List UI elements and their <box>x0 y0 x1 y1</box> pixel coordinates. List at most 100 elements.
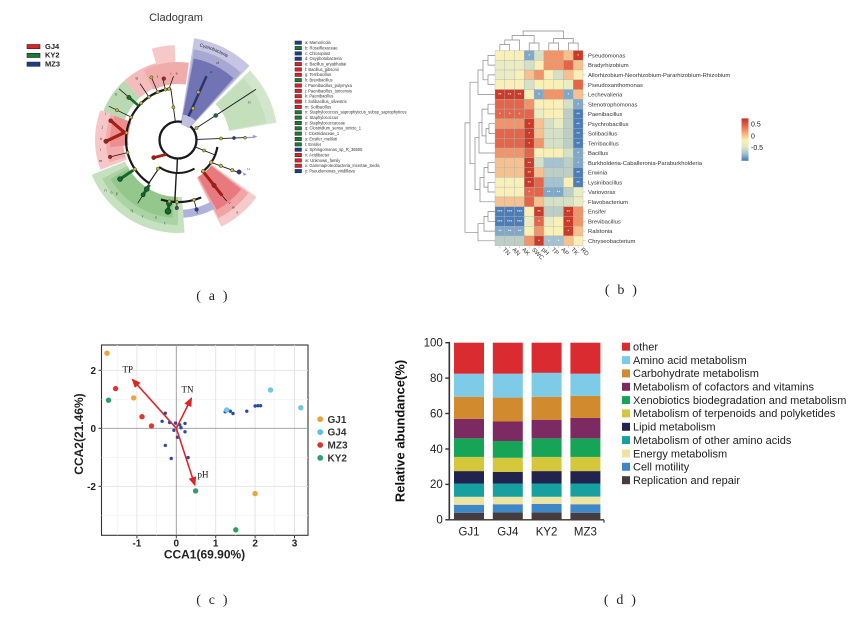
svg-text:***: *** <box>497 219 503 224</box>
svg-text:**: ** <box>508 229 512 234</box>
svg-text:v: v <box>229 200 231 205</box>
svg-text:*: * <box>538 238 540 243</box>
svg-text:0: 0 <box>751 133 755 140</box>
svg-text:Lechevalieria: Lechevalieria <box>588 93 623 99</box>
svg-text:Pseudoxanthomonas: Pseudoxanthomonas <box>588 83 643 89</box>
svg-text:0: 0 <box>174 538 180 549</box>
svg-text:***: *** <box>507 219 513 224</box>
svg-text:m: Solibacillus: m: Solibacillus <box>305 104 331 109</box>
svg-text:h: h <box>115 92 117 97</box>
svg-text:***: *** <box>517 219 523 224</box>
svg-text:0: 0 <box>436 515 442 527</box>
svg-text:**: ** <box>576 170 580 175</box>
svg-text:d: d <box>216 60 218 65</box>
svg-text:*: * <box>577 151 579 156</box>
svg-text:Replication and repair: Replication and repair <box>633 475 740 487</box>
svg-text:q: q <box>130 208 132 213</box>
svg-text:j: Paenibacillus_turicensis: j: Paenibacillus_turicensis <box>304 88 352 93</box>
svg-text:b: b <box>248 100 251 105</box>
svg-text:KY2: KY2 <box>328 454 348 465</box>
svg-text:RD: RD <box>579 246 591 258</box>
svg-text:i: Paenibacillus_polymyxa: i: Paenibacillus_polymyxa <box>305 83 353 88</box>
svg-text:100: 100 <box>424 338 443 350</box>
svg-text:**: ** <box>576 131 580 136</box>
svg-text:2: 2 <box>90 366 96 377</box>
svg-text:Bradyrhizobium: Bradyrhizobium <box>588 63 629 69</box>
svg-text:GJ4: GJ4 <box>45 42 60 51</box>
svg-text:Variovorax: Variovorax <box>588 190 616 196</box>
svg-text:Stenotrophomonas: Stenotrophomonas <box>588 102 637 108</box>
svg-text:*: * <box>528 53 530 58</box>
svg-text:Energy metabolism: Energy metabolism <box>633 448 727 460</box>
svg-text:**: ** <box>508 92 512 97</box>
svg-text:Terribacillus: Terribacillus <box>588 141 619 147</box>
svg-text:Metabolism of terpenoids and p: Metabolism of terpenoids and polyketides <box>633 408 836 420</box>
svg-text:*: * <box>528 121 530 126</box>
svg-text:n: Staphylococcus_saprophyticu: n: Staphylococcus_saprophyticus_subsp_sa… <box>305 110 407 115</box>
svg-text:Xenobiotics biodegradation and: Xenobiotics biodegradation and metabolis… <box>633 395 846 407</box>
svg-text:Lysinibacillus: Lysinibacillus <box>588 180 622 186</box>
svg-text:x: Gammaproteobacteria_Incerta: x: Gammaproteobacteria_Incertae_Sedis <box>305 163 380 168</box>
svg-text:0.5: 0.5 <box>751 122 761 129</box>
svg-text:e: e <box>176 71 179 76</box>
svg-text:**: ** <box>527 170 531 175</box>
svg-text:KY2: KY2 <box>536 527 558 539</box>
svg-text:**: ** <box>498 92 502 97</box>
svg-text:f: Bacillus_gibsonii: f: Bacillus_gibsonii <box>305 67 339 72</box>
svg-text:a: Mamoricola: a: Mamoricola <box>305 40 331 45</box>
svg-text:KY2: KY2 <box>45 51 60 60</box>
svg-text:***: *** <box>507 209 513 214</box>
svg-text:y: y <box>196 209 198 214</box>
svg-text:i: i <box>171 71 172 76</box>
svg-text:Ralstonia: Ralstonia <box>588 229 613 235</box>
svg-text:Carbohydrate metabolism: Carbohydrate metabolism <box>633 368 759 380</box>
svg-text:x: x <box>236 209 238 214</box>
svg-text:( d ): ( d ) <box>604 593 638 608</box>
svg-text:o: Staphylococcus: o: Staphylococcus <box>305 115 338 120</box>
svg-text:Paenibacillus: Paenibacillus <box>588 112 623 118</box>
svg-text:*: * <box>528 131 530 136</box>
svg-text:**: ** <box>567 219 571 224</box>
svg-text:p: Staphylococcaceae: p: Staphylococcaceae <box>305 120 346 125</box>
svg-text:Burkholderia-Caballeronia-Para: Burkholderia-Caballeronia-Paraburkholder… <box>588 161 703 167</box>
svg-text:k: Paenibacillus: k: Paenibacillus <box>305 94 333 99</box>
svg-text:Psychrobacillus: Psychrobacillus <box>588 122 629 128</box>
svg-text:AN: AN <box>510 246 521 257</box>
svg-text:l: Solibacillus_silvestris: l: Solibacillus_silvestris <box>305 99 347 104</box>
svg-text:Pseudomonas: Pseudomonas <box>588 53 625 59</box>
svg-text:GJ1: GJ1 <box>328 415 347 426</box>
svg-text:3: 3 <box>292 538 298 549</box>
svg-text:Bacillus: Bacillus <box>588 151 608 157</box>
svg-text:TP: TP <box>550 246 560 256</box>
svg-text:v: Acidibacter: v: Acidibacter <box>305 152 330 157</box>
svg-text:Relative abundance(%): Relative abundance(%) <box>393 360 408 502</box>
svg-text:w: Unknown_family: w: Unknown_family <box>305 158 341 163</box>
svg-text:c: c <box>210 69 212 74</box>
svg-text:*: * <box>509 112 511 117</box>
svg-text:g: Terribacillus: g: Terribacillus <box>305 72 331 77</box>
svg-text:h: Brevibacillus: h: Brevibacillus <box>305 78 333 83</box>
svg-text:***: *** <box>517 209 523 214</box>
svg-text:GJ4: GJ4 <box>497 527 519 539</box>
svg-text:**: ** <box>527 160 531 165</box>
svg-text:1: 1 <box>213 538 219 549</box>
svg-text:n: n <box>104 187 106 192</box>
svg-text:pH: pH <box>198 470 210 480</box>
svg-text:Metabolism of cofactors and vi: Metabolism of cofactors and vitamins <box>633 382 814 394</box>
svg-text:MZ3: MZ3 <box>45 60 60 69</box>
svg-text:*: * <box>548 238 550 243</box>
svg-text:AP: AP <box>559 246 570 257</box>
svg-text:*: * <box>528 190 530 195</box>
svg-text:*: * <box>567 229 569 234</box>
svg-text:60: 60 <box>430 408 443 420</box>
svg-text:80: 80 <box>430 373 443 385</box>
svg-text:Ensifer: Ensifer <box>588 210 606 216</box>
svg-text:*: * <box>577 53 579 58</box>
svg-text:m: m <box>99 158 103 163</box>
svg-text:**: ** <box>537 209 541 214</box>
svg-text:GJ4: GJ4 <box>328 428 347 439</box>
svg-text:CCA1(69.90%): CCA1(69.90%) <box>164 548 245 562</box>
svg-text:**: ** <box>576 121 580 126</box>
svg-text:-1: -1 <box>132 538 141 549</box>
svg-text:( b ): ( b ) <box>605 283 639 298</box>
